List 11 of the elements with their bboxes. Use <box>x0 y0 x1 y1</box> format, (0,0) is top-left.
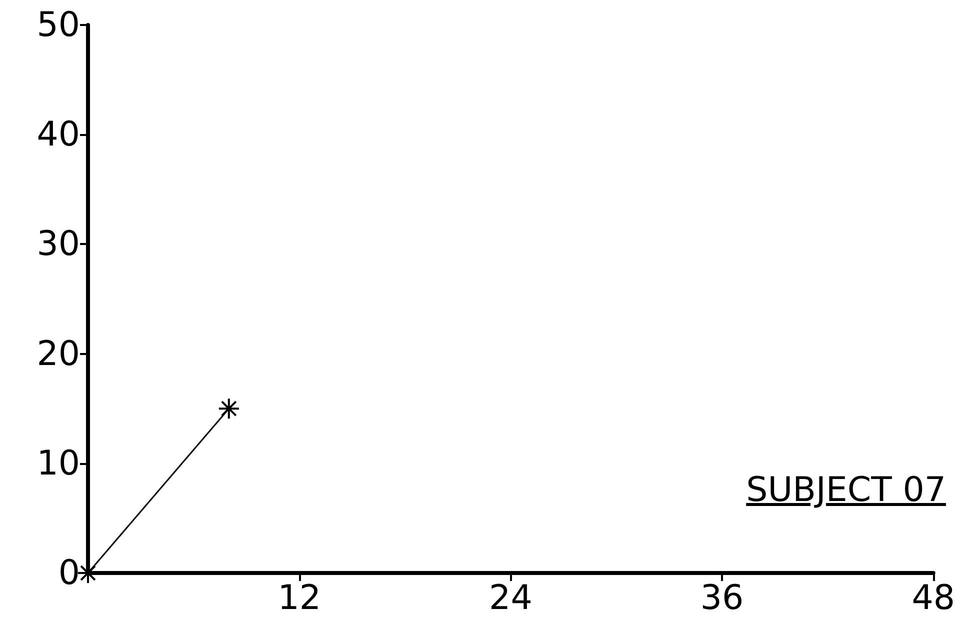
x-tick-label: 24 <box>489 578 532 618</box>
x-tick-label: 12 <box>278 578 321 618</box>
annotation: SUBJECT 07 <box>746 470 946 510</box>
y-tick-label: 30 <box>36 224 80 264</box>
y-tick-label: 50 <box>36 5 80 45</box>
y-tick-label: 10 <box>36 443 80 484</box>
x-tick-label: 36 <box>700 578 744 618</box>
y-tick-label: 0 <box>58 553 80 593</box>
y-tick-label: 40 <box>36 114 80 155</box>
y-tick-label: 20 <box>36 334 80 374</box>
x-tick-label: 48 <box>912 578 955 618</box>
